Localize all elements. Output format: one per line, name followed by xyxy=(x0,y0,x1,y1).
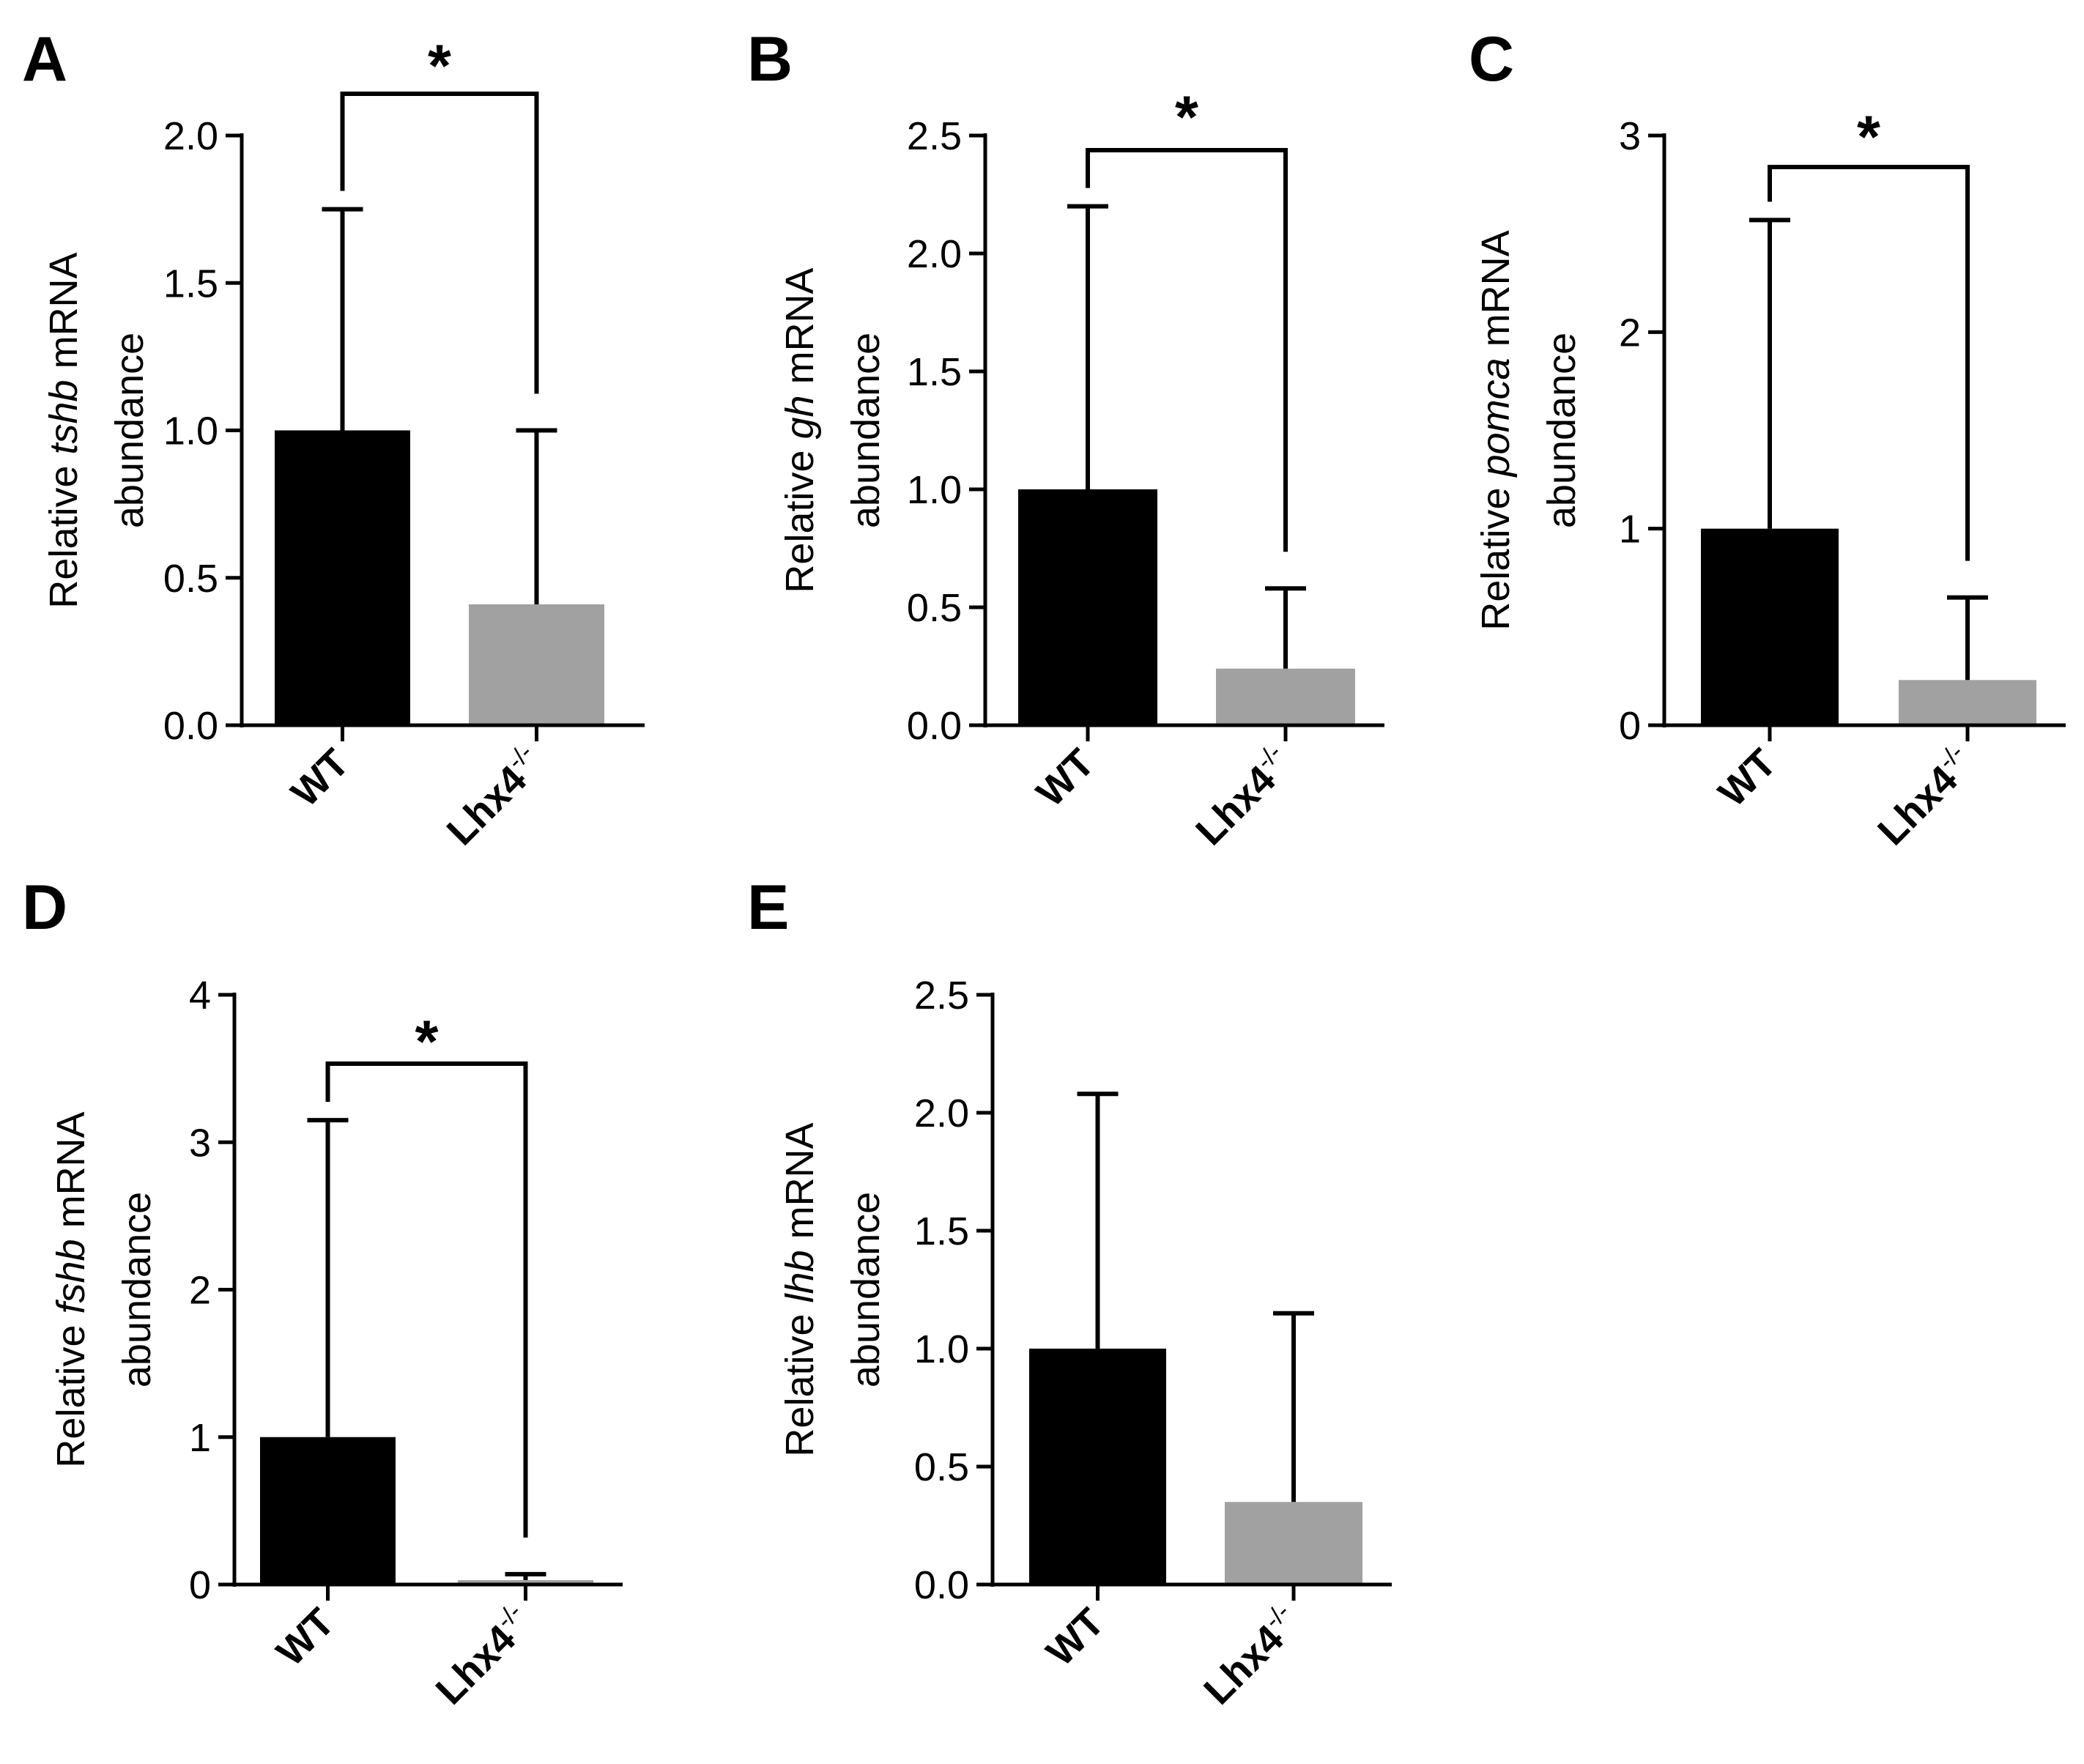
panel-e: E Relative lhb mRNA abundance 0.0 0.5 1.0 1.5 2… xyxy=(747,872,1392,1713)
y-tick-label: 2.0 xyxy=(163,114,218,158)
y-axis-label: Relative lhb mRNA xyxy=(778,1122,822,1456)
y-tick-label: 0.5 xyxy=(163,557,218,601)
y-tick-label: 0 xyxy=(1619,704,1641,748)
y-axis-label-part: tshb xyxy=(42,379,86,454)
significance-bracket xyxy=(325,1061,528,1538)
panel-b: B Relative gh mRNA abundance 0.0 0.5 1.0 1.5 2.… xyxy=(747,24,1384,853)
x-tick-label-wt: WT xyxy=(1710,741,1785,815)
y-axis-label-part: Relative xyxy=(42,454,86,608)
y-tick-label: 0.0 xyxy=(907,704,962,748)
significance-bracket xyxy=(1086,148,1288,552)
bar-wt xyxy=(1018,489,1157,725)
category-name: WT xyxy=(1038,1600,1113,1675)
bar-lhx4 xyxy=(1899,680,2036,725)
bar-wt xyxy=(1029,1349,1166,1585)
y-axis-label-part: Relative xyxy=(49,1313,93,1467)
y-tick-label: 1.0 xyxy=(914,1327,969,1371)
x-tick-label-lhx4: Lhx4-/- xyxy=(426,1598,541,1713)
significance-star: * xyxy=(1175,84,1198,151)
panel-a: A Relative tshb mRNA abundance 0.0 0.5 1.0 1.5… xyxy=(22,24,645,853)
x-tick-label-lhx4: Lhx4-/- xyxy=(1867,738,1982,853)
significance-star: * xyxy=(428,33,451,100)
y-tick-label: 3 xyxy=(189,1121,211,1165)
y-axis-label-part: mRNA xyxy=(42,252,86,379)
y-axis-label-line2: abundance xyxy=(1540,333,1584,528)
y-tick-label: 2.0 xyxy=(914,1092,969,1135)
y-axis-label-line2: abundance xyxy=(844,1192,888,1387)
y-tick-label: 1.0 xyxy=(163,410,218,453)
y-axis-label-part: mRNA xyxy=(778,267,822,395)
y-tick-label: 3 xyxy=(1619,114,1641,158)
y-tick-label: 2.5 xyxy=(907,114,962,158)
bar-lhx4 xyxy=(1216,668,1355,725)
x-tick-label-wt: WT xyxy=(283,741,357,815)
y-tick-label: 2 xyxy=(1619,311,1641,355)
category-name: WT xyxy=(1028,741,1103,815)
category-name: WT xyxy=(268,1600,343,1675)
panel-letter: C xyxy=(1469,24,1514,94)
x-tick-label-wt: WT xyxy=(1028,741,1103,815)
y-tick-label: 2 xyxy=(189,1269,211,1313)
y-tick-label: 0.0 xyxy=(914,1563,969,1607)
panel-letter: A xyxy=(22,24,67,94)
bar-wt xyxy=(1701,528,1839,725)
y-tick-label: 1 xyxy=(1619,508,1641,552)
y-axis-label-part: mRNA xyxy=(49,1111,93,1239)
y-tick-label: 1.5 xyxy=(163,262,218,305)
y-tick-label: 1.5 xyxy=(907,350,962,394)
y-axis-label: Relative tshb mRNA xyxy=(42,252,86,608)
panel-letter: E xyxy=(747,872,789,943)
panel-c: C Relative pomca mRNA abundance 0 1 2 3 WT Lhx4-… xyxy=(1469,24,2066,853)
y-tick-label: 0.5 xyxy=(914,1445,969,1489)
x-tick-label-lhx4: Lhx4-/- xyxy=(437,738,552,853)
bar-wt xyxy=(260,1437,396,1585)
y-tick-label: 1.0 xyxy=(907,468,962,512)
bar-lhx4 xyxy=(458,1579,593,1585)
x-tick-label-lhx4: Lhx4-/- xyxy=(1185,738,1300,853)
y-axis-label-line2: abundance xyxy=(115,1192,159,1387)
category-name: WT xyxy=(1710,741,1785,815)
y-axis-label-part: Relative xyxy=(1474,477,1518,631)
y-axis-label-part: mRNA xyxy=(778,1122,822,1250)
y-axis-label-part: gh xyxy=(778,395,822,439)
y-axis-label: Relative pomca mRNA xyxy=(1474,230,1518,630)
bar-lhx4 xyxy=(469,604,604,725)
significance-bracket xyxy=(340,92,539,394)
significance-bracket xyxy=(1768,165,1970,561)
bar-lhx4 xyxy=(1225,1502,1362,1585)
panel-d: D Relative fshb mRNA abundance 0 1 2 3 4 WT Lhx4-… xyxy=(22,872,623,1713)
y-axis-label-line2: abundance xyxy=(108,333,152,528)
significance-star: * xyxy=(415,1009,439,1075)
panel-letter: D xyxy=(22,872,67,943)
y-axis-label-part: lhb xyxy=(778,1250,822,1302)
y-tick-label: 1.5 xyxy=(914,1209,969,1253)
y-axis-label-part: mRNA xyxy=(1474,230,1518,357)
y-tick-label: 1 xyxy=(189,1416,211,1460)
category-name: WT xyxy=(283,741,357,815)
y-tick-label: 2.5 xyxy=(914,974,969,1018)
y-tick-label: 2.0 xyxy=(907,232,962,276)
y-axis-label-part: Relative xyxy=(778,439,822,593)
significance-star: * xyxy=(1857,104,1880,171)
y-axis-label-part: pomca xyxy=(1474,357,1518,478)
panel-letter: B xyxy=(747,24,793,94)
bar-wt xyxy=(275,430,410,725)
y-tick-label: 0.5 xyxy=(907,586,962,630)
y-tick-label: 0 xyxy=(189,1563,211,1607)
y-axis-label-part: Relative xyxy=(778,1302,822,1456)
y-tick-label: 0.0 xyxy=(163,704,218,748)
x-tick-label-wt: WT xyxy=(268,1600,343,1675)
y-axis-label: Relative gh mRNA xyxy=(778,267,822,593)
y-axis-label-part: fshb xyxy=(49,1239,93,1313)
y-axis-label-line2: abundance xyxy=(844,333,888,528)
y-axis-label: Relative fshb mRNA xyxy=(49,1111,93,1467)
x-tick-label-wt: WT xyxy=(1038,1600,1113,1675)
x-tick-label-lhx4: Lhx4-/- xyxy=(1193,1598,1308,1713)
y-tick-label: 4 xyxy=(189,974,211,1018)
